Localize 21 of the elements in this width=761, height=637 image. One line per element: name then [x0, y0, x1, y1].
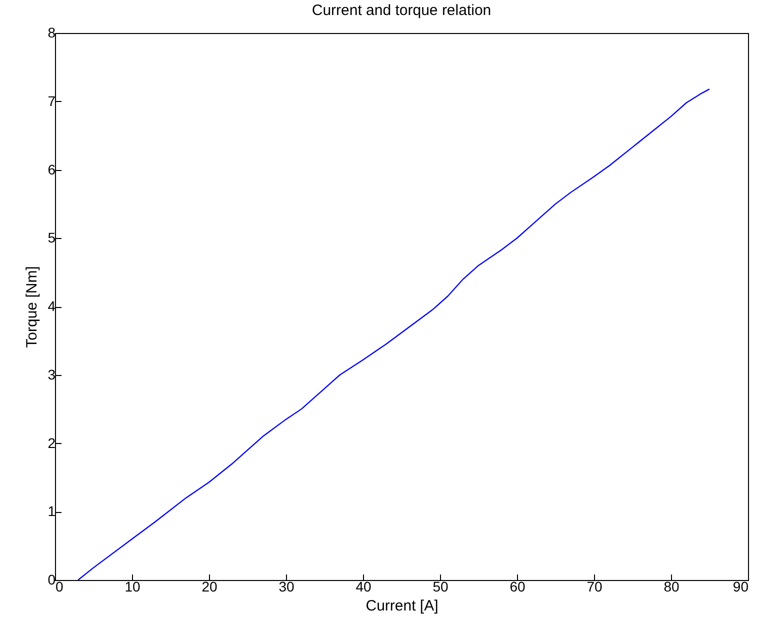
- y-tick-label: 4: [48, 298, 56, 314]
- x-tick-label: 90: [732, 578, 749, 594]
- chart-title: Current and torque relation: [312, 2, 492, 19]
- y-axis-title: Torque [Nm]: [24, 266, 41, 348]
- x-tick-label: 20: [202, 578, 218, 594]
- y-tick-label: 8: [48, 24, 56, 40]
- y-tick-label: 6: [48, 161, 56, 178]
- y-tick-label: 3: [48, 366, 56, 382]
- y-tick-label: 5: [48, 230, 56, 246]
- x-tick-label: 30: [278, 578, 294, 594]
- x-tick-label: 50: [432, 578, 448, 594]
- line-series: [78, 88, 710, 580]
- x-tick-label: 80: [664, 578, 680, 594]
- x-tick-label: 70: [586, 578, 602, 594]
- x-tick-label: 60: [510, 578, 526, 594]
- y-tick-label: 2: [48, 434, 56, 451]
- x-axis-title: Current [A]: [366, 598, 438, 614]
- y-tick-label: 7: [48, 92, 56, 109]
- x-tick-label: 10: [124, 578, 140, 594]
- y-tick-label: 1: [48, 503, 56, 520]
- x-tick-label: 40: [356, 578, 372, 594]
